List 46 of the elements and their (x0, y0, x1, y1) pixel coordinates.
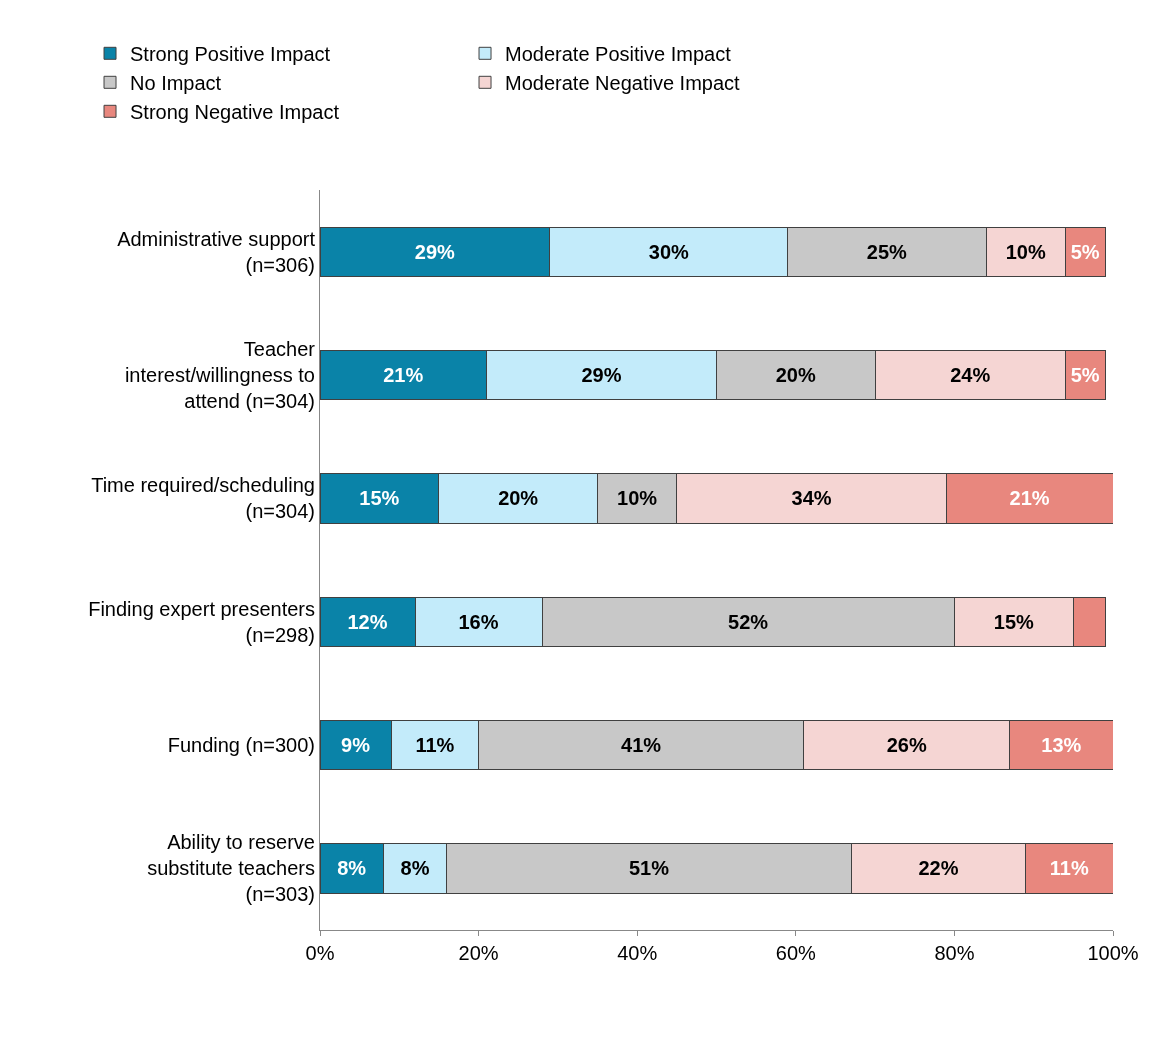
data-label: 16% (458, 610, 499, 633)
x-tick-label: 20% (458, 942, 499, 964)
data-label: 41% (621, 734, 662, 756)
legend-label: Strong Positive Impact (130, 43, 331, 66)
data-label: 22% (918, 857, 959, 880)
data-label: 24% (950, 364, 991, 386)
data-label: 52% (728, 610, 769, 633)
data-label: 26% (886, 734, 927, 756)
data-label: 29% (581, 364, 622, 386)
data-label: 29% (414, 240, 456, 263)
data-label: 15% (993, 610, 1034, 633)
x-tick-label: 60% (775, 942, 817, 964)
data-label: 5% (1070, 364, 1100, 386)
x-tick-label: 40% (617, 942, 658, 964)
data-label: 20% (498, 487, 539, 510)
legend-label: Strong Negative Impact (130, 101, 340, 124)
data-label: 21% (383, 364, 424, 386)
y-tick-label: Administrative support (n=306) (117, 227, 316, 276)
data-label: 30% (648, 240, 690, 263)
data-label: 5% (1070, 240, 1100, 263)
data-label: 20% (775, 364, 816, 386)
data-label: 12% (347, 610, 388, 633)
y-tick-label: Ability to reserve substitute teachers (n=303) (147, 831, 315, 906)
data-label: 25% (866, 240, 908, 263)
x-tick-label: 0% (305, 942, 335, 964)
legend-label: Moderate Positive Impact (505, 43, 732, 66)
x-tick-label: 100% (1087, 942, 1139, 964)
x-tick-label: 80% (934, 942, 975, 964)
data-label: 15% (359, 487, 400, 510)
data-label: 8% (400, 857, 430, 880)
data-label: 8% (337, 857, 367, 880)
data-label: 10% (617, 487, 658, 510)
data-label: 9% (341, 734, 371, 756)
data-label: 10% (1005, 240, 1046, 263)
data-label: 34% (791, 487, 832, 510)
y-tick-label: Time required/scheduling (n=304) (91, 474, 315, 523)
legend-label: Moderate Negative Impact (505, 72, 741, 95)
data-label: 11% (1049, 857, 1089, 880)
data-label: 11% (415, 734, 455, 756)
data-label: 51% (628, 857, 670, 880)
data-label: 13% (1041, 734, 1082, 756)
y-tick-label: Funding (n=300) (167, 734, 315, 756)
y-tick-label: Finding expert presenters (n=298) (88, 597, 315, 646)
legend-label: No Impact (130, 72, 222, 95)
y-tick-label: Teacher interest/willingness to attend (n=304) (124, 338, 316, 412)
data-label: 21% (1009, 487, 1050, 510)
